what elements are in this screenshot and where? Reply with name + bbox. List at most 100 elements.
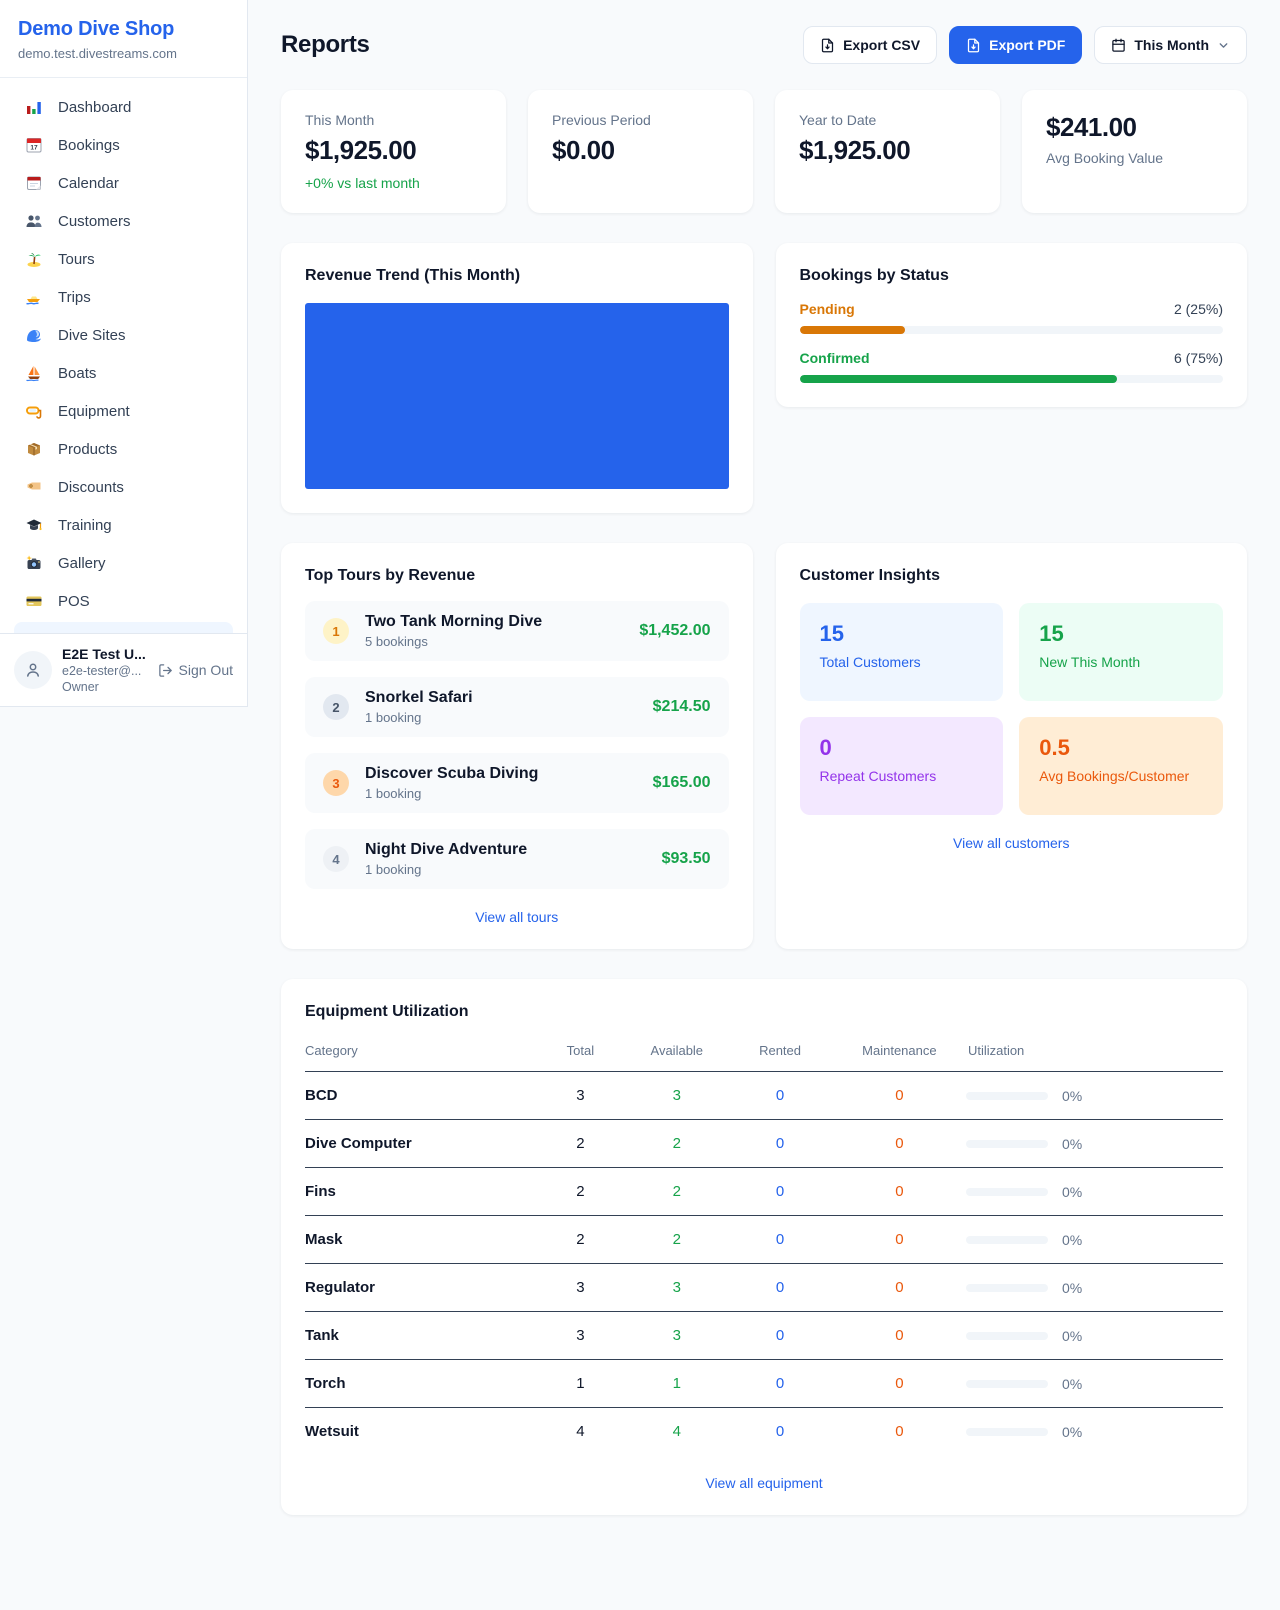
cell-total: 3	[534, 1263, 627, 1312]
user-name: E2E Test U...	[62, 646, 146, 662]
status-label: Confirmed	[799, 350, 870, 366]
shop-domain: demo.test.divestreams.com	[18, 46, 177, 61]
cell-maintenance: 0	[832, 1071, 966, 1120]
cell-rented: 0	[727, 1119, 833, 1168]
cell-available: 3	[626, 1263, 728, 1312]
sidebar-item-pos[interactable]: POS	[10, 582, 237, 620]
active-nav-item-peek	[14, 622, 233, 633]
cell-available: 2	[626, 1119, 728, 1168]
stat-delta: +0% vs last month	[305, 175, 420, 191]
sidebar-header: Demo Dive Shop demo.test.divestreams.com	[0, 0, 247, 78]
svg-text:17: 17	[30, 145, 38, 152]
view-all-equipment-link[interactable]: View all equipment	[705, 1475, 823, 1491]
stat-card-year-to-date: Year to Date $1,925.00	[775, 90, 1000, 213]
table-row: BCD 3 3 0 0 0%	[305, 1071, 1223, 1120]
stat-label: Year to Date	[799, 112, 877, 128]
sidebar-item-label: Dashboard	[58, 98, 132, 116]
insights-row: Top Tours by Revenue 1 Two Tank Morning …	[281, 543, 1247, 949]
stat-value: $1,925.00	[305, 135, 417, 165]
tour-revenue: $1,452.00	[639, 622, 711, 639]
customer-insights-card: Customer Insights 15 Total Customers 15 …	[775, 543, 1247, 949]
cell-utilization: 0%	[965, 1119, 1223, 1168]
cell-total: 1	[534, 1359, 627, 1408]
sidebar-item-dashboard[interactable]: Dashboard	[10, 88, 237, 126]
sidebar-item-trips[interactable]: Trips	[10, 278, 237, 316]
sidebar-item-label: Dive Sites	[58, 326, 126, 344]
rank-badge: 1	[323, 618, 349, 644]
tour-revenue: $93.50	[661, 850, 711, 867]
sidebar-item-label: Boats	[58, 364, 97, 382]
cell-rented: 0	[727, 1359, 833, 1408]
sidebar-item-label: Bookings	[58, 136, 120, 154]
sidebar-item-discounts[interactable]: Discounts	[10, 468, 237, 506]
sidebar-item-gallery[interactable]: Gallery	[10, 544, 237, 582]
cell-maintenance: 0	[832, 1215, 966, 1264]
view-all-customers-link[interactable]: View all customers	[953, 835, 1070, 851]
export-pdf-button[interactable]: Export PDF	[949, 26, 1083, 64]
tour-bookings: 1 booking	[365, 710, 422, 725]
period-selector[interactable]: This Month	[1094, 26, 1247, 64]
user-email: e2e-tester@...	[62, 664, 142, 678]
table-row: Mask 2 2 0 0 0%	[305, 1215, 1223, 1264]
progress-track	[799, 326, 1223, 334]
user-role: Owner	[62, 680, 99, 694]
equipment-table: Category Total Available Rented Maintena…	[305, 1031, 1223, 1455]
utilization-pct: 0%	[1061, 1279, 1083, 1296]
sidebar-item-customers[interactable]: Customers	[10, 202, 237, 240]
products-icon	[24, 440, 44, 458]
tour-info: Discover Scuba Diving 1 booking	[365, 765, 538, 801]
tile-new-this-month: 15 New This Month	[1019, 603, 1223, 701]
sidebar-item-calendar[interactable]: Calendar	[10, 164, 237, 202]
sidebar-item-label: Gallery	[58, 554, 106, 572]
cell-total: 2	[534, 1119, 627, 1168]
equipment-icon	[24, 402, 44, 420]
cell-maintenance: 0	[895, 1423, 904, 1440]
avatar	[14, 651, 52, 689]
bookings-by-status-card: Bookings by Status Pending 2 (25%) Confi…	[775, 243, 1247, 407]
status-row-confirmed: Confirmed 6 (75%)	[799, 350, 1223, 383]
tour-info: Two Tank Morning Dive 5 bookings	[365, 613, 542, 649]
sidebar-item-products[interactable]: Products	[10, 430, 237, 468]
sidebar-item-bookings[interactable]: 17 Bookings	[10, 126, 237, 164]
view-all-tours-link[interactable]: View all tours	[475, 909, 559, 925]
equipment-utilization-card: Equipment Utilization Category Total Ava…	[281, 979, 1247, 1515]
sidebar-item-label: Calendar	[58, 174, 119, 192]
cell-total: 2	[534, 1167, 627, 1216]
column-header-maintenance: Maintenance	[832, 1031, 966, 1072]
user-meta: E2E Test U... e2e-tester@... Owner	[62, 646, 146, 694]
tour-name: Night Dive Adventure	[365, 841, 528, 858]
tour-name: Two Tank Morning Dive	[365, 613, 543, 630]
discounts-icon	[24, 478, 44, 496]
sidebar-item-tours[interactable]: Tours	[10, 240, 237, 278]
table-row: Dive Computer 2 2 0 0 0%	[305, 1119, 1223, 1168]
tile-label: Total Customers	[819, 654, 921, 670]
sidebar-item-equipment[interactable]: Equipment	[10, 392, 237, 430]
user-section: E2E Test U... e2e-tester@... Owner Sign …	[0, 633, 247, 706]
tour-bookings: 1 booking	[365, 862, 422, 877]
export-csv-button[interactable]: Export CSV	[803, 26, 938, 64]
sidebar-item-training[interactable]: Training	[10, 506, 237, 544]
sidebar-item-dive-sites[interactable]: Dive Sites	[10, 316, 237, 354]
utilization-pct: 0%	[1061, 1087, 1083, 1104]
rank-badge: 4	[323, 846, 349, 872]
sidebar-item-label: Equipment	[58, 402, 130, 420]
cell-category: Tank	[305, 1311, 535, 1360]
cell-utilization: 0%	[965, 1263, 1223, 1312]
tour-name: Snorkel Safari	[365, 689, 473, 706]
progress-track	[799, 375, 1223, 383]
cell-category: BCD	[305, 1071, 535, 1120]
sidebar-item-boats[interactable]: Boats	[10, 354, 237, 392]
utilization-pct: 0%	[1061, 1375, 1083, 1392]
cell-available: 2	[626, 1167, 728, 1216]
tour-bookings: 1 booking	[365, 786, 422, 801]
cell-rented: 0	[727, 1167, 833, 1216]
tile-avg-bookings-customer: 0.5 Avg Bookings/Customer	[1019, 717, 1223, 815]
utilization-bar	[965, 1379, 1048, 1388]
utilization-bar	[965, 1331, 1048, 1340]
boats-icon	[24, 364, 44, 382]
stat-card-avg-booking-value: $241.00 Avg Booking Value	[1022, 90, 1247, 213]
shop-name: Demo Dive Shop	[18, 18, 175, 40]
sign-out-button[interactable]: Sign Out	[158, 662, 233, 678]
cell-utilization: 0%	[965, 1359, 1223, 1408]
sidebar-nav: Dashboard 17 Bookings Calendar Customers…	[0, 78, 247, 633]
